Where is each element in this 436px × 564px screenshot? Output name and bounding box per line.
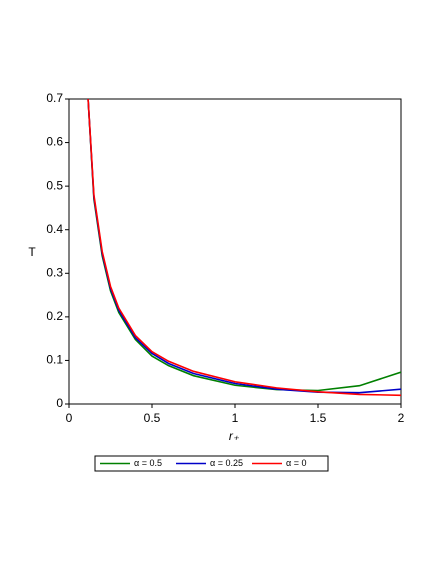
y-tick-label: 0.7 (46, 91, 63, 105)
y-tick-label: 0.4 (46, 222, 63, 236)
plot-frame (68, 98, 402, 405)
legend-label: α = 0.5 (134, 458, 162, 468)
y-tick-label: 0.3 (46, 265, 63, 279)
series-line (87, 99, 401, 397)
series-line (87, 99, 401, 392)
legend-label: α = 0.25 (210, 458, 243, 468)
y-tick-label: 0.2 (46, 309, 63, 323)
y-tick-label: 0.5 (46, 178, 63, 192)
y-axis-label: T (28, 245, 36, 259)
x-tick-label: 1 (232, 411, 239, 425)
y-tick-label: 0.1 (46, 353, 63, 367)
y-tick-label: 0 (56, 396, 63, 410)
x-tick-label: 0.5 (144, 411, 161, 425)
x-tick-label: 2 (398, 411, 405, 425)
series-line (87, 99, 401, 394)
y-tick-label: 0.6 (46, 135, 63, 149)
x-axis-label: r₊ (229, 429, 240, 443)
legend-label: α = 0 (286, 458, 306, 468)
legend-box (94, 455, 329, 472)
x-tick-label: 0 (66, 411, 73, 425)
x-tick-label: 1.5 (310, 411, 327, 425)
